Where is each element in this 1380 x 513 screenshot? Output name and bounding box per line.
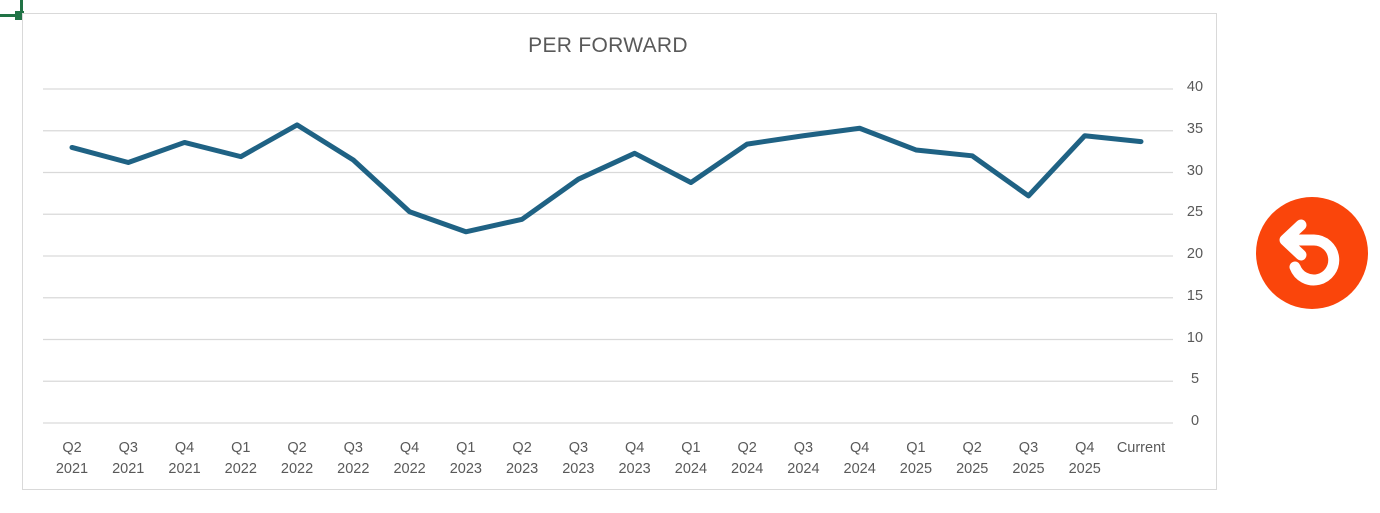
y-tick-label: 10	[1186, 329, 1204, 346]
x-tick-label: Q4 2023	[618, 440, 651, 477]
x-tick-label: Q3 2021	[112, 440, 145, 477]
chart-panel[interactable]: PER FORWARD 0 5 10 15 20 25 30 35 40 Q2 2021 Q3 202…	[22, 13, 1217, 490]
x-tick-label: Q1 2023	[449, 440, 482, 477]
x-tick-label: Q2 2022	[280, 440, 314, 477]
gridlines	[43, 88, 1173, 424]
selection-handle-corner	[15, 11, 24, 20]
x-tick-label: Q4 2021	[168, 440, 201, 477]
y-tick-label: 40	[1186, 79, 1204, 95]
plot-area	[43, 88, 1173, 424]
y-tick-label: 30	[1186, 162, 1204, 179]
x-tick-label: Q2 2025	[956, 440, 989, 477]
selection-handle-horizontal	[0, 14, 23, 17]
selection-handle-vertical	[20, 0, 23, 11]
series-line	[69, 122, 1144, 235]
x-tick-label: Q2 2023	[505, 440, 539, 477]
x-tick-label: Q4 2025	[1068, 440, 1101, 477]
x-tick-label: Q2 2024	[731, 440, 764, 477]
chart-title: PER FORWARD	[528, 34, 688, 57]
x-tick-label: Q3 2023	[562, 440, 595, 477]
x-tick-label: Q3 2022	[337, 440, 370, 477]
y-tick-label: 5	[1190, 371, 1200, 388]
y-tick-label: 20	[1186, 246, 1204, 262]
y-axis: 0 5 10 15 20 25 30 35 40	[1173, 14, 1217, 491]
y-tick-label: 35	[1186, 120, 1204, 137]
x-tick-label: Q2 2021	[55, 440, 89, 477]
x-tick-label: Q3 2025	[1012, 440, 1045, 477]
x-tick-label: Q1 2024	[674, 440, 708, 477]
x-tick-label: Q1 2022	[224, 440, 257, 477]
x-tick-label: Current	[1116, 440, 1166, 456]
x-axis: Q2 2021 Q3 2021 Q4 2021 Q1 2022 Q2 2022 Q3 2022 Q4 20…	[23, 438, 1218, 484]
y-tick-label: 0	[1190, 413, 1200, 429]
y-tick-label: 15	[1186, 287, 1204, 304]
y-tick-label: 25	[1186, 204, 1204, 221]
undo-button[interactable]	[1256, 197, 1368, 309]
x-tick-label: Q4 2022	[393, 440, 426, 477]
x-tick-label: Q4 2024	[843, 440, 876, 477]
x-tick-label: Q1 2025	[899, 440, 933, 477]
x-tick-label: Q3 2024	[787, 440, 820, 477]
undo-arrow-icon	[1279, 219, 1340, 286]
